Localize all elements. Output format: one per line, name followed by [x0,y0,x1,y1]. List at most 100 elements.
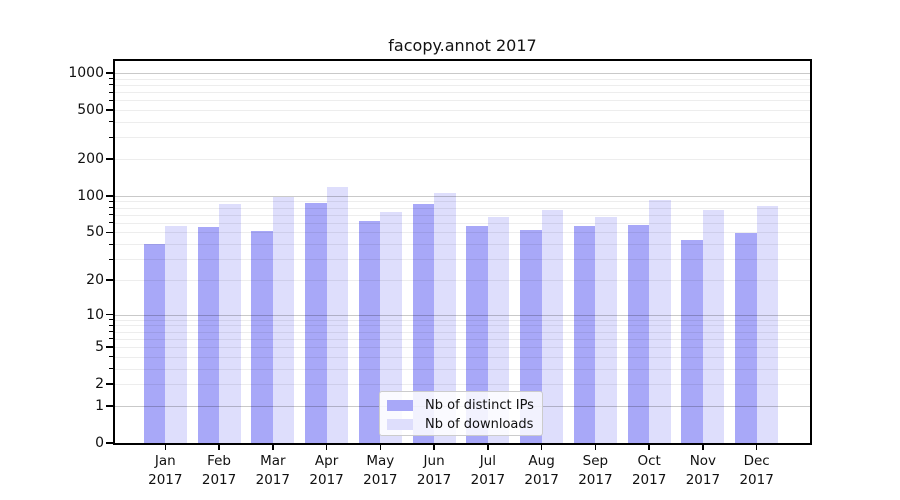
legend-label: Nb of downloads [425,417,534,432]
x-axis-label-dec: Dec 2017 [729,452,785,489]
gridline-minor-50 [115,232,810,234]
x-axis-label-feb: Feb 2017 [191,452,247,489]
x-axis-label-jul: Jul 2017 [460,452,516,489]
plot-area [113,59,812,445]
x-axis-year-text: 2017 [255,471,290,488]
bar-downloads-oct [649,200,671,443]
bars-layer [115,61,810,443]
x-axis-label-aug: Aug 2017 [514,452,570,489]
y-axis-minor-tick [109,99,113,101]
legend-label: Nb of distinct IPs [425,398,534,413]
x-axis-label-sep: Sep 2017 [567,452,623,489]
gridline-minor-800 [115,84,810,86]
x-axis-label-may: May 2017 [352,452,408,489]
y-axis-minor-tick [109,319,113,321]
x-axis-tick-aug [540,445,543,450]
y-axis-tick-label-1000: 1000 [68,64,104,81]
y-axis-minor-tick [109,121,113,123]
x-axis-label-apr: Apr 2017 [299,452,355,489]
y-axis-tick-2 [106,383,113,385]
x-axis-tick-sep [594,445,597,450]
gridline-minor-20 [115,279,810,281]
gridline-minor-4 [115,356,810,358]
x-axis-month-text: Dec [743,453,770,469]
bar-downloads-jan [165,225,187,443]
y-axis-tick-500 [106,109,113,111]
bar-downloads-aug [541,209,564,443]
x-axis-year-text: 2017 [309,471,344,488]
y-axis-tick-1000 [106,72,113,74]
x-axis-month-text: Jan [154,453,176,469]
bar-distinct-ips-feb [197,227,220,443]
x-axis-year-text: 2017 [470,471,506,488]
x-axis-label-nov: Nov 2017 [675,452,731,489]
gridline-minor-600 [115,100,810,102]
bar-distinct-ips-jul [466,226,488,443]
bar-downloads-jun [434,193,456,443]
gridline-minor-300 [115,137,810,139]
bar-distinct-ips-may [358,221,381,443]
legend-item-downloads: Nb of downloads [380,415,542,434]
y-axis-minor-tick [109,368,113,370]
legend: Nb of distinct IPs Nb of downloads [379,391,543,436]
y-axis-tick-label-50: 50 [86,224,104,241]
x-axis-tick-nov [702,445,704,450]
x-axis-year-text: 2017 [739,471,774,488]
x-axis-tick-jan [164,445,167,450]
x-axis-tick-apr [325,445,328,450]
bar-distinct-ips-dec [735,233,757,443]
y-axis-minor-tick [109,324,113,326]
bar-distinct-ips-jun [412,203,435,443]
y-axis-minor-tick [109,222,113,224]
y-axis-minor-tick [109,331,113,333]
y-axis-minor-tick [109,207,113,209]
x-axis-month-text: Oct [637,453,661,469]
bar-downloads-jul [487,217,510,443]
bar-downloads-feb [219,204,241,443]
chart-title: facopy.annot 2017 [388,36,537,55]
bar-distinct-ips-aug [520,230,542,443]
bar-downloads-mar [272,197,295,443]
bar-distinct-ips-apr [305,203,327,443]
bar-distinct-ips-sep [573,226,596,443]
gridline-major-10 [115,314,810,316]
gridline-minor-8 [115,325,810,327]
y-axis-tick-100 [106,195,113,197]
y-axis-tick-label-100: 100 [77,187,104,204]
x-axis-label-jan: Jan 2017 [137,452,193,489]
y-axis-tick-label-20: 20 [86,271,104,288]
gridline-minor-40 [115,244,810,246]
x-axis-month-text: Jun [423,453,445,469]
x-axis-year-text: 2017 [578,471,613,488]
x-axis-tick-may [379,445,382,450]
y-axis-minor-tick [109,356,113,358]
y-axis-minor-tick [109,200,113,202]
y-axis-tick-label-500: 500 [77,102,104,119]
y-axis-minor-tick [109,84,113,86]
bar-distinct-ips-jan [143,244,166,443]
x-axis-year-text: 2017 [685,471,721,488]
y-axis-tick-label-0: 0 [95,435,104,451]
gridline-minor-200 [115,158,810,160]
x-axis-year-text: 2017 [201,471,237,488]
y-axis-tick-200 [106,158,113,160]
x-axis-month-text: Nov [689,453,717,469]
gridline-minor-90 [115,201,810,203]
bar-distinct-ips-nov [681,240,703,443]
x-axis-month-text: Jul [479,453,496,469]
legend-swatch-downloads [387,419,413,430]
x-axis-tick-feb [218,445,220,450]
y-axis-minor-tick [109,243,113,245]
gridline-minor-70 [115,214,810,216]
bar-downloads-may [380,211,402,443]
x-axis-tick-jul [487,445,489,450]
y-axis-tick-20 [106,279,113,281]
y-axis-tick-label-2: 2 [95,376,104,393]
y-axis-minor-tick [109,136,113,138]
legend-item-distinct-ips: Nb of distinct IPs [380,396,542,415]
gridline-major-100 [115,195,810,197]
y-axis-minor-tick [109,78,113,80]
bar-distinct-ips-mar [251,231,273,443]
grid-layer [115,61,810,443]
gridline-minor-5 [115,347,810,349]
